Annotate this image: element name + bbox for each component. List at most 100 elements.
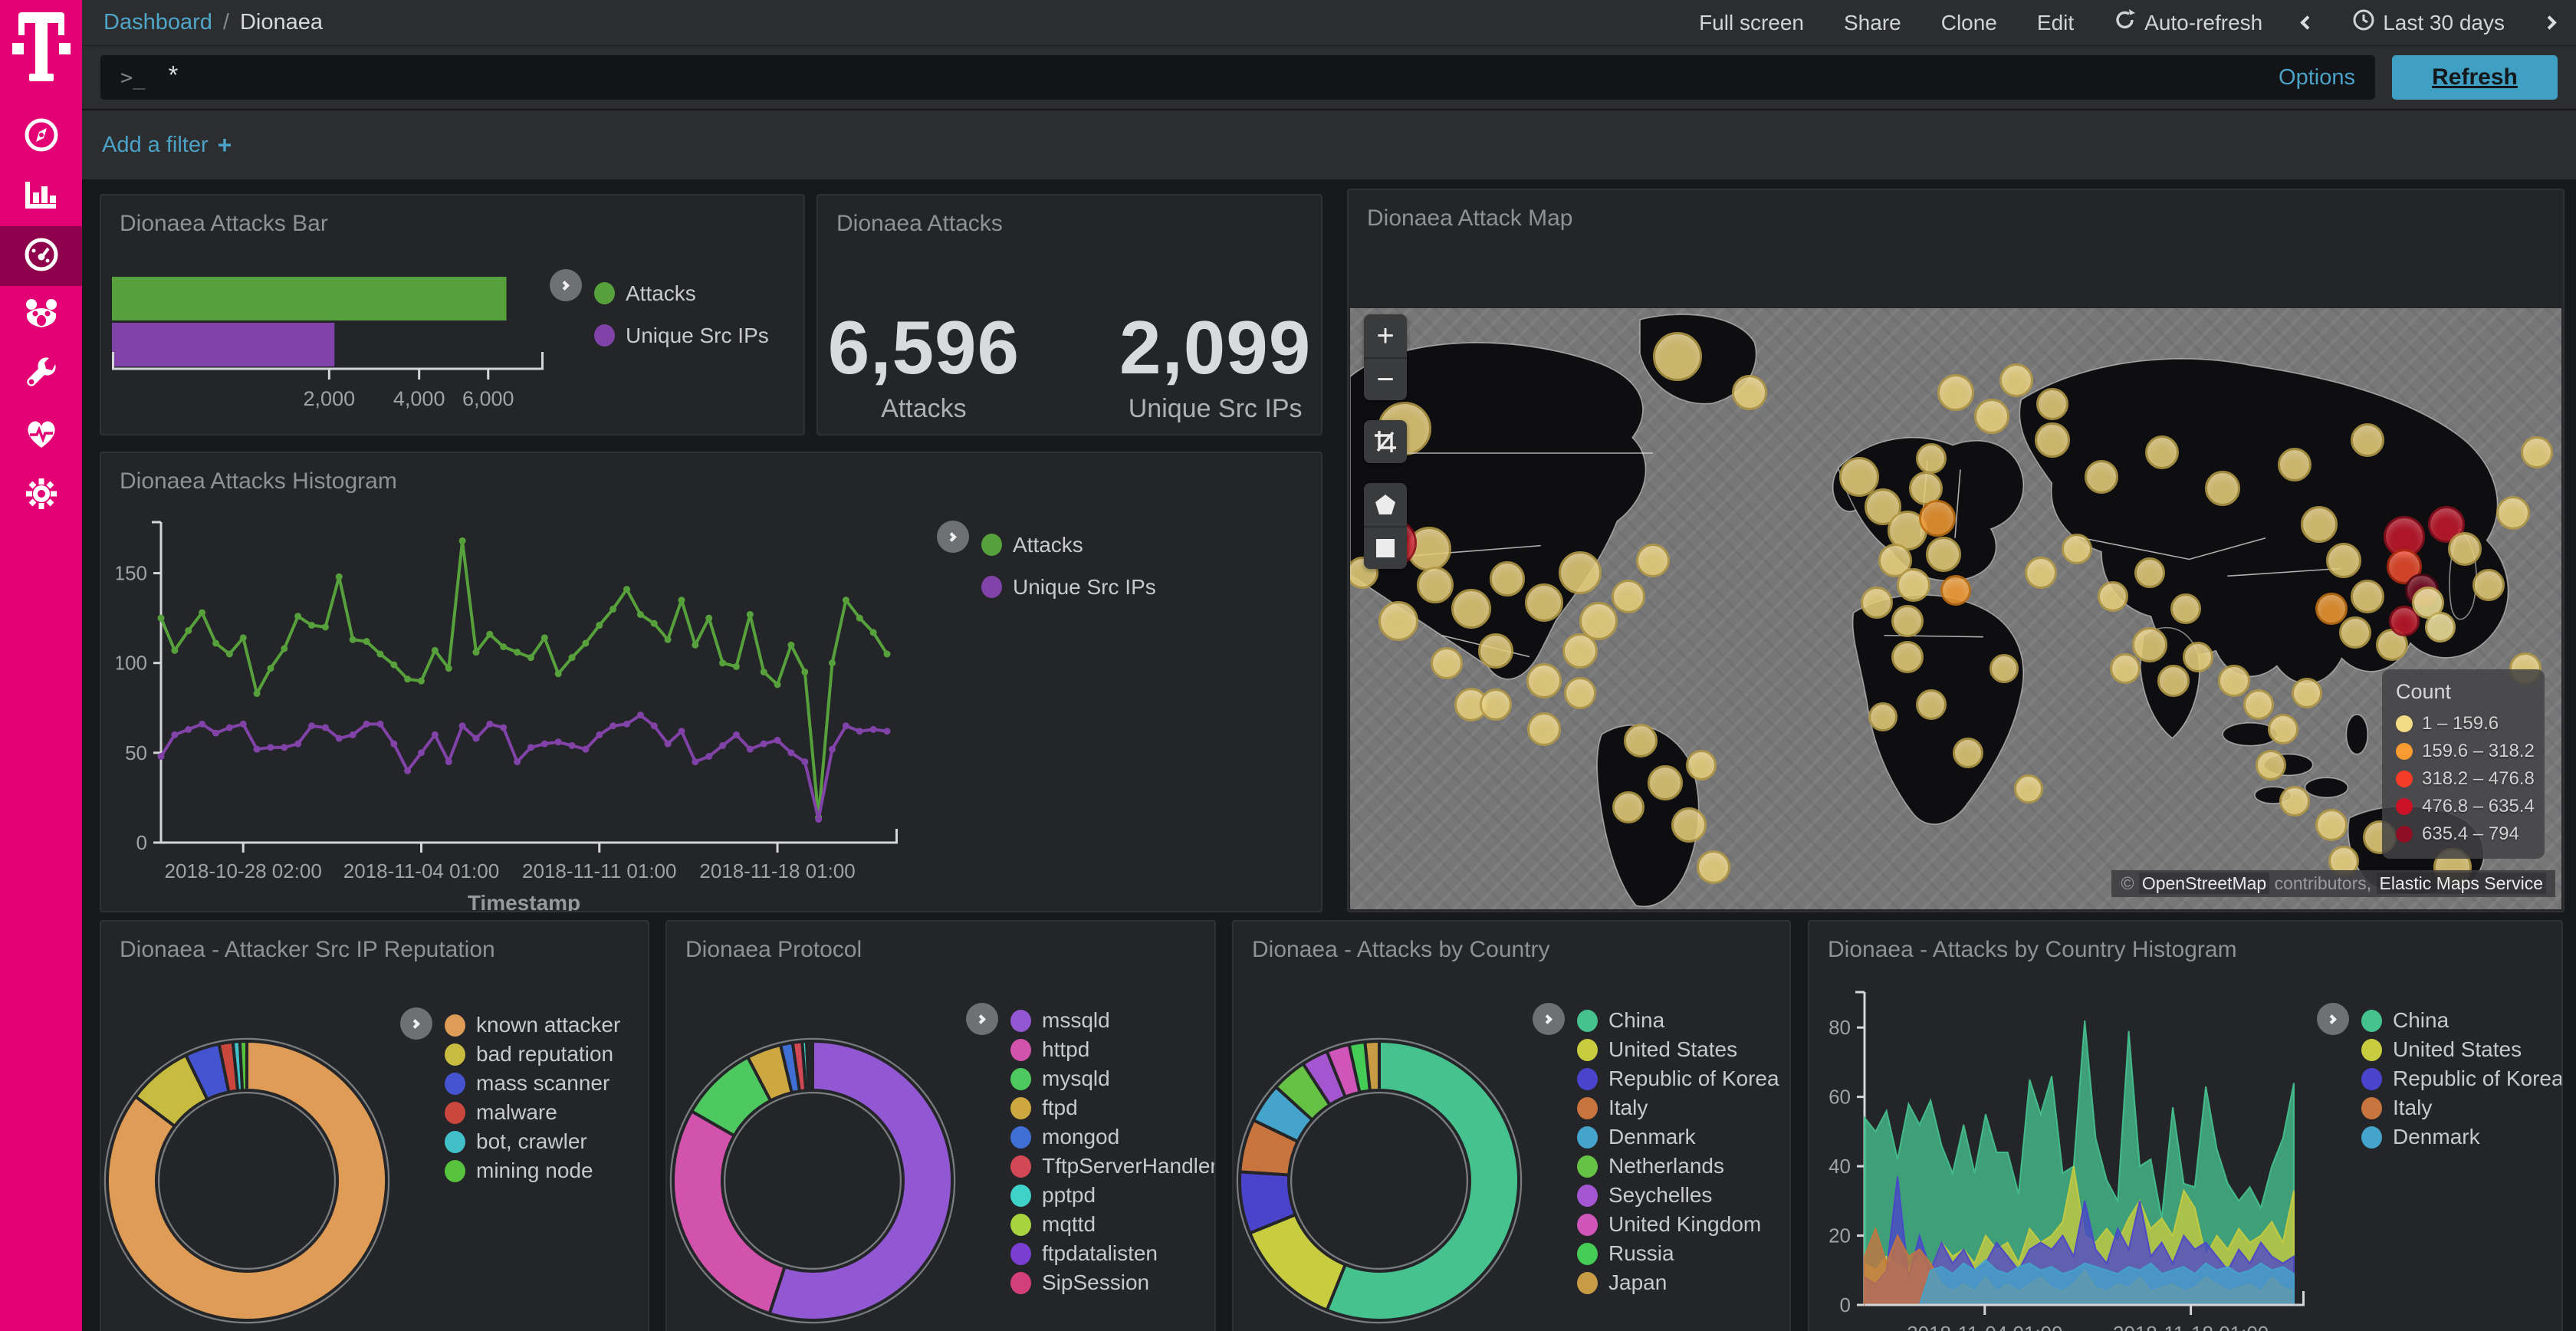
map-marker[interactable] [1479,689,1512,721]
reputation-donut-chart[interactable] [101,1035,393,1326]
fit-bounds-icon[interactable] [1364,420,1407,463]
map-marker[interactable] [2013,774,2043,804]
map-marker[interactable] [2218,665,2251,698]
legend-toggle-icon[interactable] [2317,1003,2349,1035]
map-marker[interactable] [2339,616,2372,649]
clone-button[interactable]: Clone [1940,10,1997,35]
map-marker[interactable] [2062,533,2092,564]
legend-toggle-icon[interactable] [550,269,582,301]
telekom-logo[interactable] [12,12,71,86]
legend-item[interactable]: Attacks [981,524,1156,566]
legend-item[interactable]: mongod [1010,1122,1214,1152]
map-marker[interactable] [1990,654,2019,684]
full-screen-button[interactable]: Full screen [1699,10,1804,35]
legend-toggle-icon[interactable] [400,1007,432,1040]
legend-item[interactable]: Denmark [1577,1122,1779,1152]
map-marker[interactable] [2351,580,2385,614]
legend-item[interactable]: mysqld [1010,1064,1214,1093]
map-marker[interactable] [2170,593,2202,624]
legend-item[interactable]: Netherlands [1577,1152,1779,1181]
legend-item[interactable]: Russia [1577,1239,1779,1268]
map-marker[interactable] [2425,611,2456,642]
map-marker[interactable] [1612,790,1645,823]
legend-item[interactable]: Republic of Korea [2361,1064,2561,1093]
legend-item[interactable]: China [2361,1006,2561,1035]
map-marker[interactable] [1378,600,1419,641]
map-marker[interactable] [1416,566,1454,603]
map-marker[interactable] [2472,568,2505,601]
map-marker[interactable] [1524,583,1563,623]
map-marker[interactable] [2496,495,2530,530]
legend-item[interactable]: United States [2361,1035,2561,1064]
map-marker[interactable] [2035,422,2071,458]
map-marker[interactable] [1624,724,1658,758]
map-marker[interactable] [2204,471,2240,507]
legend-item[interactable]: mass scanner [445,1069,620,1098]
map-marker[interactable] [2315,593,2348,625]
zoom-out-button[interactable]: − [1364,357,1407,400]
legend-toggle-icon[interactable] [1533,1003,1565,1035]
attacks-line-chart[interactable]: 0 50 100 150 2018-10-28 02:00 2018-11-04 01:0… [117,507,929,912]
legend-item[interactable]: known attacker [445,1011,620,1040]
map-marker[interactable] [1647,765,1683,801]
map-marker[interactable] [1916,443,1947,474]
sidebar-item-dashboard[interactable] [0,226,82,286]
map-marker[interactable] [1916,689,1947,721]
edit-button[interactable]: Edit [2036,10,2075,35]
legend-item[interactable]: Japan [1577,1268,1779,1297]
legend-item[interactable]: bot, crawler [445,1127,620,1156]
map-marker[interactable] [2427,506,2465,544]
country-area-chart[interactable]: 0 20 40 60 80 2018-11-04 01:00 2018-11-18 01:0… [1820,969,2318,1331]
map-marker[interactable] [1891,640,1924,673]
legend-item[interactable]: Unique Src IPs [981,566,1156,608]
map-marker[interactable] [1559,550,1602,594]
plus-icon[interactable]: + [217,130,232,159]
legend-item[interactable]: mqttd [1010,1210,1214,1239]
map-marker[interactable] [1526,712,1561,746]
elastic-maps-link[interactable]: Elastic Maps Service [2376,873,2546,894]
map-marker[interactable] [1952,738,1983,769]
legend-item[interactable]: Unique Src IPs [594,314,769,357]
map-marker[interactable] [1861,587,1894,619]
sidebar-item-visualize[interactable] [0,166,82,226]
map-marker[interactable] [1652,331,1702,381]
legend-item[interactable]: Republic of Korea [1577,1064,1779,1093]
legend-item[interactable]: Denmark [2361,1122,2561,1152]
legend-item[interactable]: mining node [445,1156,620,1185]
legend-item[interactable]: Seychelles [1577,1181,1779,1210]
zoom-in-button[interactable]: + [1376,318,1395,353]
map-marker[interactable] [2144,435,2179,470]
map-marker[interactable] [1697,850,1730,885]
map-marker[interactable] [2521,436,2554,469]
breadcrumb-dashboard[interactable]: Dashboard [104,10,212,35]
map-marker[interactable] [2278,447,2312,481]
map-marker[interactable] [1477,633,1513,669]
legend-toggle-icon[interactable] [937,521,969,553]
sidebar-item-timelion[interactable] [0,286,82,346]
map-marker[interactable] [1974,399,2010,435]
options-link[interactable]: Options [2279,64,2355,90]
map-marker[interactable] [1999,363,2033,398]
map-marker[interactable] [1732,374,1768,410]
time-picker-button[interactable]: Last 30 days [2352,8,2505,37]
map-marker[interactable] [1878,544,1912,578]
draw-polygon-button[interactable] [1364,483,1407,526]
legend-toggle-icon[interactable] [966,1003,998,1035]
map-marker[interactable] [1868,702,1898,732]
protocol-donut-chart[interactable] [667,1035,958,1326]
map-marker[interactable] [1562,633,1598,669]
map-marker[interactable] [1940,575,1971,606]
map-marker[interactable] [2388,605,2420,636]
map-marker[interactable] [1896,567,1930,602]
legend-item[interactable]: TftpServerHandler [1010,1152,1214,1181]
map-marker[interactable] [1612,580,1646,614]
map-marker[interactable] [2267,713,2298,744]
attacks-bar-chart[interactable]: 2,000 4,000 6,000 [112,271,572,432]
legend-item[interactable]: ftpd [1010,1093,1214,1122]
refresh-button[interactable]: Refresh [2392,55,2558,100]
map-marker[interactable] [1636,544,1670,578]
map-marker[interactable] [2183,641,2213,672]
legend-item[interactable]: SipSession [1010,1268,1214,1297]
legend-item[interactable]: Attacks [594,272,769,314]
map-marker[interactable] [2084,459,2118,494]
